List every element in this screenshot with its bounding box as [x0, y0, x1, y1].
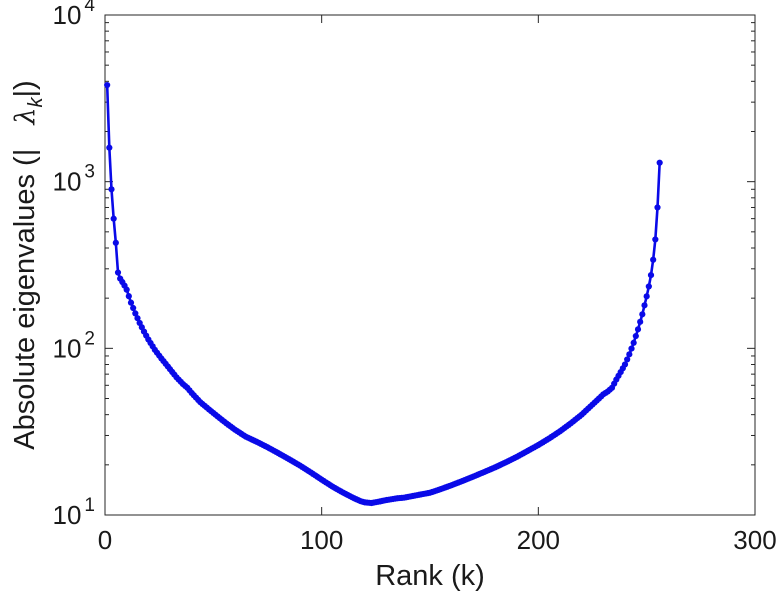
data-point-marker — [125, 293, 132, 300]
y-tick-base: 10 — [53, 333, 82, 363]
data-point-marker — [641, 302, 648, 309]
data-point-marker — [634, 326, 642, 333]
data-point-marker — [123, 286, 130, 293]
series-absolute-eigenvalues — [104, 81, 663, 507]
data-point-marker — [626, 351, 633, 358]
y-label-suffix: |) — [9, 80, 41, 97]
data-point-marker — [127, 299, 135, 306]
data-point-marker — [110, 215, 117, 222]
data-point-marker — [112, 239, 119, 246]
data-point-marker — [624, 356, 631, 363]
data-point-marker — [108, 186, 115, 193]
y-tick-label: 10 2 — [53, 328, 96, 363]
data-point-marker — [647, 272, 655, 279]
axes-box — [104, 14, 756, 516]
data-point-marker — [652, 236, 659, 243]
x-tick-label: 200 — [517, 525, 560, 555]
y-label-lambda-symbol: λ — [10, 107, 41, 125]
data-point-marker — [630, 339, 637, 346]
data-point-marker — [637, 318, 644, 325]
data-point-marker — [656, 159, 663, 166]
data-point-marker — [130, 304, 137, 312]
y-axis-label: Absolute eigenvalues (| λk|) — [9, 80, 47, 449]
y-tick-exponent: 4 — [84, 0, 95, 16]
x-axis-label: Rank (k) — [375, 560, 485, 592]
data-point-marker — [632, 332, 639, 340]
y-label-subscript-k: k — [25, 96, 47, 107]
x-tick-label: 0 — [98, 525, 112, 555]
y-tick-label: 10 3 — [53, 162, 96, 197]
x-tick-label: 300 — [733, 525, 776, 555]
data-point-marker — [132, 310, 139, 317]
y-tick-exponent: 3 — [84, 162, 95, 183]
data-point-marker — [114, 269, 122, 276]
data-point-marker — [134, 315, 141, 322]
data-point-marker — [104, 81, 111, 89]
series-line — [105, 83, 661, 505]
y-tick-label: 10 4 — [53, 0, 96, 30]
x-tick-label: 100 — [300, 525, 343, 555]
y-tick-label: 10 1 — [53, 495, 96, 530]
data-point-marker — [645, 283, 652, 290]
data-point-marker — [628, 345, 635, 352]
data-point-marker — [639, 311, 646, 318]
y-label-prefix: Absolute eigenvalues (| — [9, 125, 41, 450]
y-tick-exponent: 2 — [84, 328, 95, 349]
data-point-marker — [643, 293, 650, 300]
data-point-marker — [106, 144, 113, 151]
y-tick-base: 10 — [53, 0, 82, 30]
y-tick-exponent: 1 — [84, 495, 95, 516]
y-tick-base: 10 — [53, 167, 82, 197]
y-tick-base: 10 — [53, 500, 82, 530]
data-point-marker — [621, 361, 629, 368]
data-point-marker — [650, 256, 657, 263]
data-point-marker — [654, 204, 661, 211]
